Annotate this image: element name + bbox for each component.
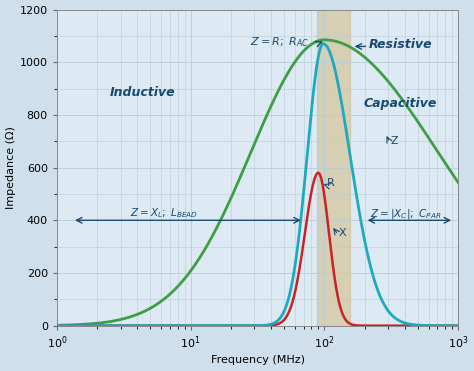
Text: X: X [339, 228, 346, 238]
Text: $Z = R;\ R_{AC}$: $Z = R;\ R_{AC}$ [250, 35, 310, 49]
Text: Resistive: Resistive [369, 38, 432, 51]
Text: Capacitive: Capacitive [363, 97, 437, 110]
Text: $Z = |X_C|;\ C_{PAR}$: $Z = |X_C|;\ C_{PAR}$ [370, 207, 442, 221]
Text: Inductive: Inductive [110, 86, 176, 99]
Y-axis label: Impedance (Ω): Impedance (Ω) [6, 126, 16, 209]
Text: Z: Z [390, 136, 398, 146]
Text: R: R [327, 178, 335, 188]
Bar [317, 10, 350, 326]
X-axis label: Frequency (MHz): Frequency (MHz) [210, 355, 304, 365]
Text: $Z = X_L;\ L_{BEAD}$: $Z = X_L;\ L_{BEAD}$ [130, 206, 198, 220]
